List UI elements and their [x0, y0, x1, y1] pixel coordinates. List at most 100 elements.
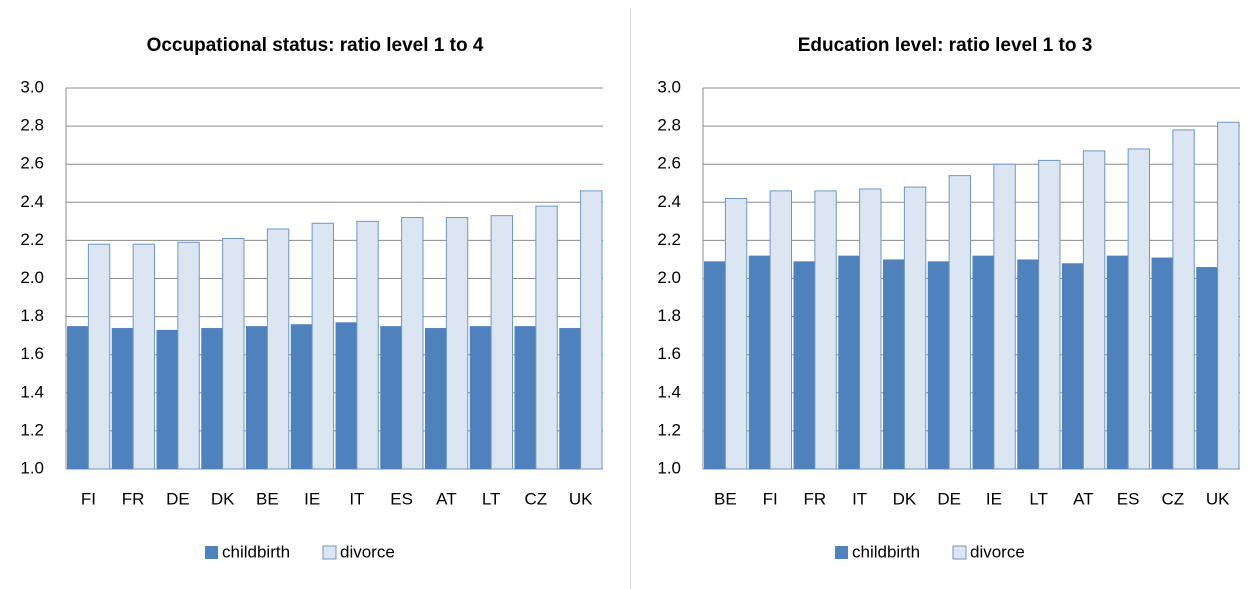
- bar: [903, 186, 927, 470]
- bar: [445, 217, 469, 470]
- x-tick-label: IT: [349, 489, 364, 508]
- bar: [580, 190, 603, 470]
- y-tick-label: 2.2: [20, 230, 44, 249]
- x-tick-label: DK: [893, 489, 917, 508]
- x-tick-label: BE: [256, 489, 279, 508]
- bar: [838, 255, 860, 469]
- bar: [1151, 257, 1173, 469]
- chart-title: Occupational status: ratio level 1 to 4: [147, 35, 484, 56]
- bar: [769, 190, 792, 470]
- bar: [246, 326, 268, 469]
- x-tick-label: CZ: [1162, 489, 1185, 508]
- x-tick-label: FI: [763, 489, 778, 508]
- bar: [883, 259, 905, 469]
- bar: [132, 243, 155, 470]
- y-tick-label: 1.6: [20, 344, 44, 363]
- y-tick-label: 2.0: [20, 268, 44, 287]
- x-tick-label: UK: [569, 489, 593, 508]
- y-tick-label: 2.6: [20, 154, 44, 173]
- bar: [724, 197, 748, 470]
- bar: [425, 328, 447, 469]
- bar: [490, 215, 513, 470]
- bar: [535, 205, 558, 470]
- bar: [201, 328, 223, 469]
- legend-label: divorce: [970, 542, 1025, 561]
- y-tick-label: 2.8: [20, 116, 44, 135]
- x-tick-label: ES: [1117, 489, 1140, 508]
- y-tick-label: 2.4: [657, 192, 681, 211]
- bar: [948, 175, 971, 470]
- x-tick-label: DE: [166, 489, 190, 508]
- x-tick-label: IE: [986, 489, 1002, 508]
- y-tick-label: 1.8: [20, 306, 44, 325]
- bar: [1217, 121, 1240, 470]
- x-tick-label: FR: [804, 489, 827, 508]
- y-tick-label: 1.2: [20, 420, 44, 439]
- bar: [1106, 255, 1129, 469]
- x-tick-label: UK: [1206, 489, 1230, 508]
- bar: [311, 222, 334, 470]
- x-tick-label: FR: [122, 489, 145, 508]
- bar: [222, 237, 245, 470]
- x-tick-label: LT: [482, 489, 501, 508]
- bar: [290, 324, 313, 469]
- bar: [380, 326, 402, 469]
- bar: [972, 255, 994, 469]
- y-tick-label: 2.6: [657, 154, 681, 173]
- bar: [67, 326, 89, 469]
- bar: [1196, 267, 1218, 469]
- bar: [814, 190, 837, 470]
- y-tick-label: 2.4: [20, 192, 44, 211]
- x-tick-label: AT: [1073, 489, 1093, 508]
- bar: [704, 261, 726, 469]
- bar: [1172, 129, 1195, 470]
- y-tick-label: 3.0: [20, 77, 44, 96]
- bar: [469, 326, 492, 469]
- bar: [559, 328, 581, 469]
- x-tick-label: ES: [390, 489, 413, 508]
- bar: [356, 220, 379, 470]
- x-tick-label: FI: [81, 489, 96, 508]
- y-tick-label: 1.4: [20, 382, 44, 401]
- x-tick-label: IE: [304, 489, 320, 508]
- y-tick-label: 1.8: [657, 306, 681, 325]
- x-tick-label: BE: [714, 489, 737, 508]
- x-tick-label: IT: [852, 489, 867, 508]
- bar: [401, 217, 424, 470]
- bar: [1127, 148, 1150, 470]
- bar: [748, 255, 771, 469]
- bar: [266, 228, 290, 470]
- bar: [859, 188, 882, 470]
- bar: [1038, 159, 1061, 470]
- bar: [1062, 263, 1084, 469]
- legend-label: childbirth: [852, 542, 920, 561]
- legend-swatch: [835, 546, 848, 559]
- bar: [177, 241, 200, 470]
- y-tick-label: 1.2: [657, 420, 681, 439]
- y-tick-label: 2.0: [657, 268, 681, 287]
- chart-title: Education level: ratio level 1 to 3: [798, 35, 1093, 56]
- y-tick-label: 3.0: [657, 77, 681, 96]
- x-tick-label: DE: [937, 489, 961, 508]
- legend-label: childbirth: [222, 542, 290, 561]
- bar: [335, 322, 357, 469]
- legend-swatch: [952, 545, 967, 560]
- bar: [1082, 150, 1106, 470]
- x-tick-label: DK: [211, 489, 235, 508]
- bar: [793, 261, 815, 469]
- bar: [993, 163, 1016, 470]
- y-tick-label: 1.0: [20, 458, 44, 477]
- legend-swatch: [205, 546, 218, 559]
- x-tick-label: AT: [436, 489, 456, 508]
- y-tick-label: 1.4: [657, 382, 681, 401]
- bar: [1017, 259, 1039, 469]
- bar: [514, 326, 536, 469]
- y-tick-label: 1.0: [657, 458, 681, 477]
- x-tick-label: CZ: [525, 489, 548, 508]
- legend-label: divorce: [340, 542, 395, 561]
- x-tick-label: LT: [1029, 489, 1048, 508]
- y-tick-label: 1.6: [657, 344, 681, 363]
- y-tick-label: 2.8: [657, 116, 681, 135]
- y-tick-label: 2.2: [657, 230, 681, 249]
